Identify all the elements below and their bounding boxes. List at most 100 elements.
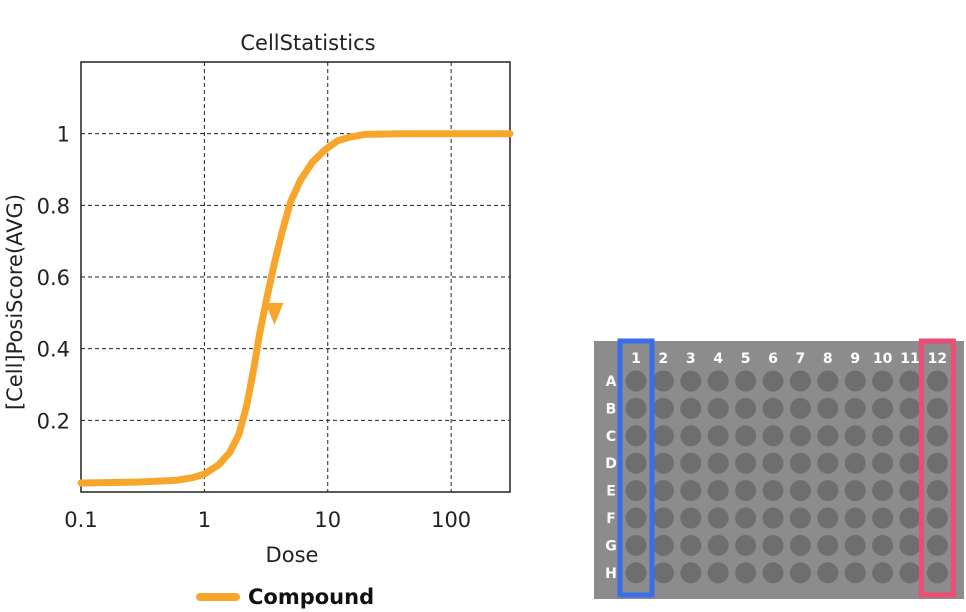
plate-well[interactable]	[762, 397, 784, 419]
plate-well[interactable]	[680, 370, 702, 392]
plate-well[interactable]	[762, 507, 784, 529]
series-layer	[77, 130, 514, 487]
plate-well[interactable]	[872, 370, 894, 392]
plate-well[interactable]	[926, 507, 948, 529]
plate-well[interactable]	[707, 562, 729, 584]
plate-well[interactable]	[625, 480, 647, 502]
plate-well[interactable]	[872, 452, 894, 474]
plate-well[interactable]	[844, 397, 866, 419]
plate-well[interactable]	[817, 562, 839, 584]
plate-well[interactable]	[762, 370, 784, 392]
plate-well[interactable]	[899, 397, 921, 419]
plate-well[interactable]	[652, 397, 674, 419]
plate-well[interactable]	[926, 480, 948, 502]
plate-well[interactable]	[844, 370, 866, 392]
plate-well[interactable]	[899, 562, 921, 584]
plate-well[interactable]	[817, 397, 839, 419]
plate-well[interactable]	[926, 370, 948, 392]
plate-well[interactable]	[789, 397, 811, 419]
plate-well[interactable]	[625, 562, 647, 584]
plate-well[interactable]	[652, 425, 674, 447]
plate-well[interactable]	[872, 534, 894, 556]
plate-well[interactable]	[872, 507, 894, 529]
plate-well[interactable]	[680, 507, 702, 529]
plate-well[interactable]	[680, 534, 702, 556]
plate-well[interactable]	[872, 480, 894, 502]
plate-well[interactable]	[652, 480, 674, 502]
plate-well[interactable]	[844, 562, 866, 584]
plate-well[interactable]	[926, 534, 948, 556]
plate-well[interactable]	[844, 507, 866, 529]
plate-well[interactable]	[872, 397, 894, 419]
plate-well[interactable]	[707, 534, 729, 556]
plate-well[interactable]	[625, 425, 647, 447]
plate-well[interactable]	[707, 425, 729, 447]
plate-well[interactable]	[707, 452, 729, 474]
plate-well[interactable]	[625, 370, 647, 392]
plate-well[interactable]	[789, 480, 811, 502]
plate-well[interactable]	[707, 507, 729, 529]
plate-well[interactable]	[735, 452, 757, 474]
plate-well[interactable]	[789, 562, 811, 584]
plate-well[interactable]	[735, 480, 757, 502]
plate-well[interactable]	[926, 425, 948, 447]
plate-well[interactable]	[652, 507, 674, 529]
plate-well[interactable]	[735, 562, 757, 584]
plate-well[interactable]	[652, 370, 674, 392]
plate-well[interactable]	[652, 562, 674, 584]
plate-well[interactable]	[652, 452, 674, 474]
plate-well[interactable]	[844, 452, 866, 474]
plate-well[interactable]	[844, 534, 866, 556]
plate-well[interactable]	[707, 397, 729, 419]
plate-well[interactable]	[817, 507, 839, 529]
plate-well[interactable]	[735, 370, 757, 392]
plate-well[interactable]	[844, 425, 866, 447]
plate-well[interactable]	[762, 562, 784, 584]
plate-well[interactable]	[652, 534, 674, 556]
plate-row-label: H	[605, 566, 617, 582]
plate-well[interactable]	[680, 480, 702, 502]
plate-well[interactable]	[817, 425, 839, 447]
plate-well[interactable]	[817, 534, 839, 556]
plate-well[interactable]	[817, 370, 839, 392]
plate-well[interactable]	[844, 480, 866, 502]
plate-well[interactable]	[735, 397, 757, 419]
plate-well[interactable]	[680, 562, 702, 584]
plate-well[interactable]	[735, 425, 757, 447]
plate-well[interactable]	[789, 534, 811, 556]
plate-well[interactable]	[625, 507, 647, 529]
plate-well[interactable]	[735, 507, 757, 529]
plate-well[interactable]	[899, 452, 921, 474]
plate-well[interactable]	[789, 507, 811, 529]
plate-well[interactable]	[707, 370, 729, 392]
plate-well[interactable]	[899, 370, 921, 392]
plate-well[interactable]	[789, 370, 811, 392]
plate-well[interactable]	[680, 425, 702, 447]
plate-well[interactable]	[625, 452, 647, 474]
plate-well[interactable]	[872, 425, 894, 447]
plate-well[interactable]	[817, 480, 839, 502]
plate-well[interactable]	[789, 425, 811, 447]
plate-well[interactable]	[680, 397, 702, 419]
plate-well[interactable]	[762, 534, 784, 556]
plate-well[interactable]	[926, 397, 948, 419]
plate-well[interactable]	[926, 452, 948, 474]
plate-well[interactable]	[707, 480, 729, 502]
plate-well[interactable]	[789, 452, 811, 474]
plate-row-label: B	[606, 401, 617, 417]
plate-well[interactable]	[625, 534, 647, 556]
plate-well[interactable]	[899, 480, 921, 502]
plate-well[interactable]	[762, 425, 784, 447]
plate-well[interactable]	[762, 480, 784, 502]
plate-well[interactable]	[899, 425, 921, 447]
plate-well[interactable]	[926, 562, 948, 584]
plate-well[interactable]	[817, 452, 839, 474]
plate-well[interactable]	[735, 534, 757, 556]
plate-well[interactable]	[625, 397, 647, 419]
plate-well[interactable]	[899, 534, 921, 556]
plate-well[interactable]	[899, 507, 921, 529]
plate-well[interactable]	[762, 452, 784, 474]
plate-well[interactable]	[872, 562, 894, 584]
plate-well[interactable]	[680, 452, 702, 474]
